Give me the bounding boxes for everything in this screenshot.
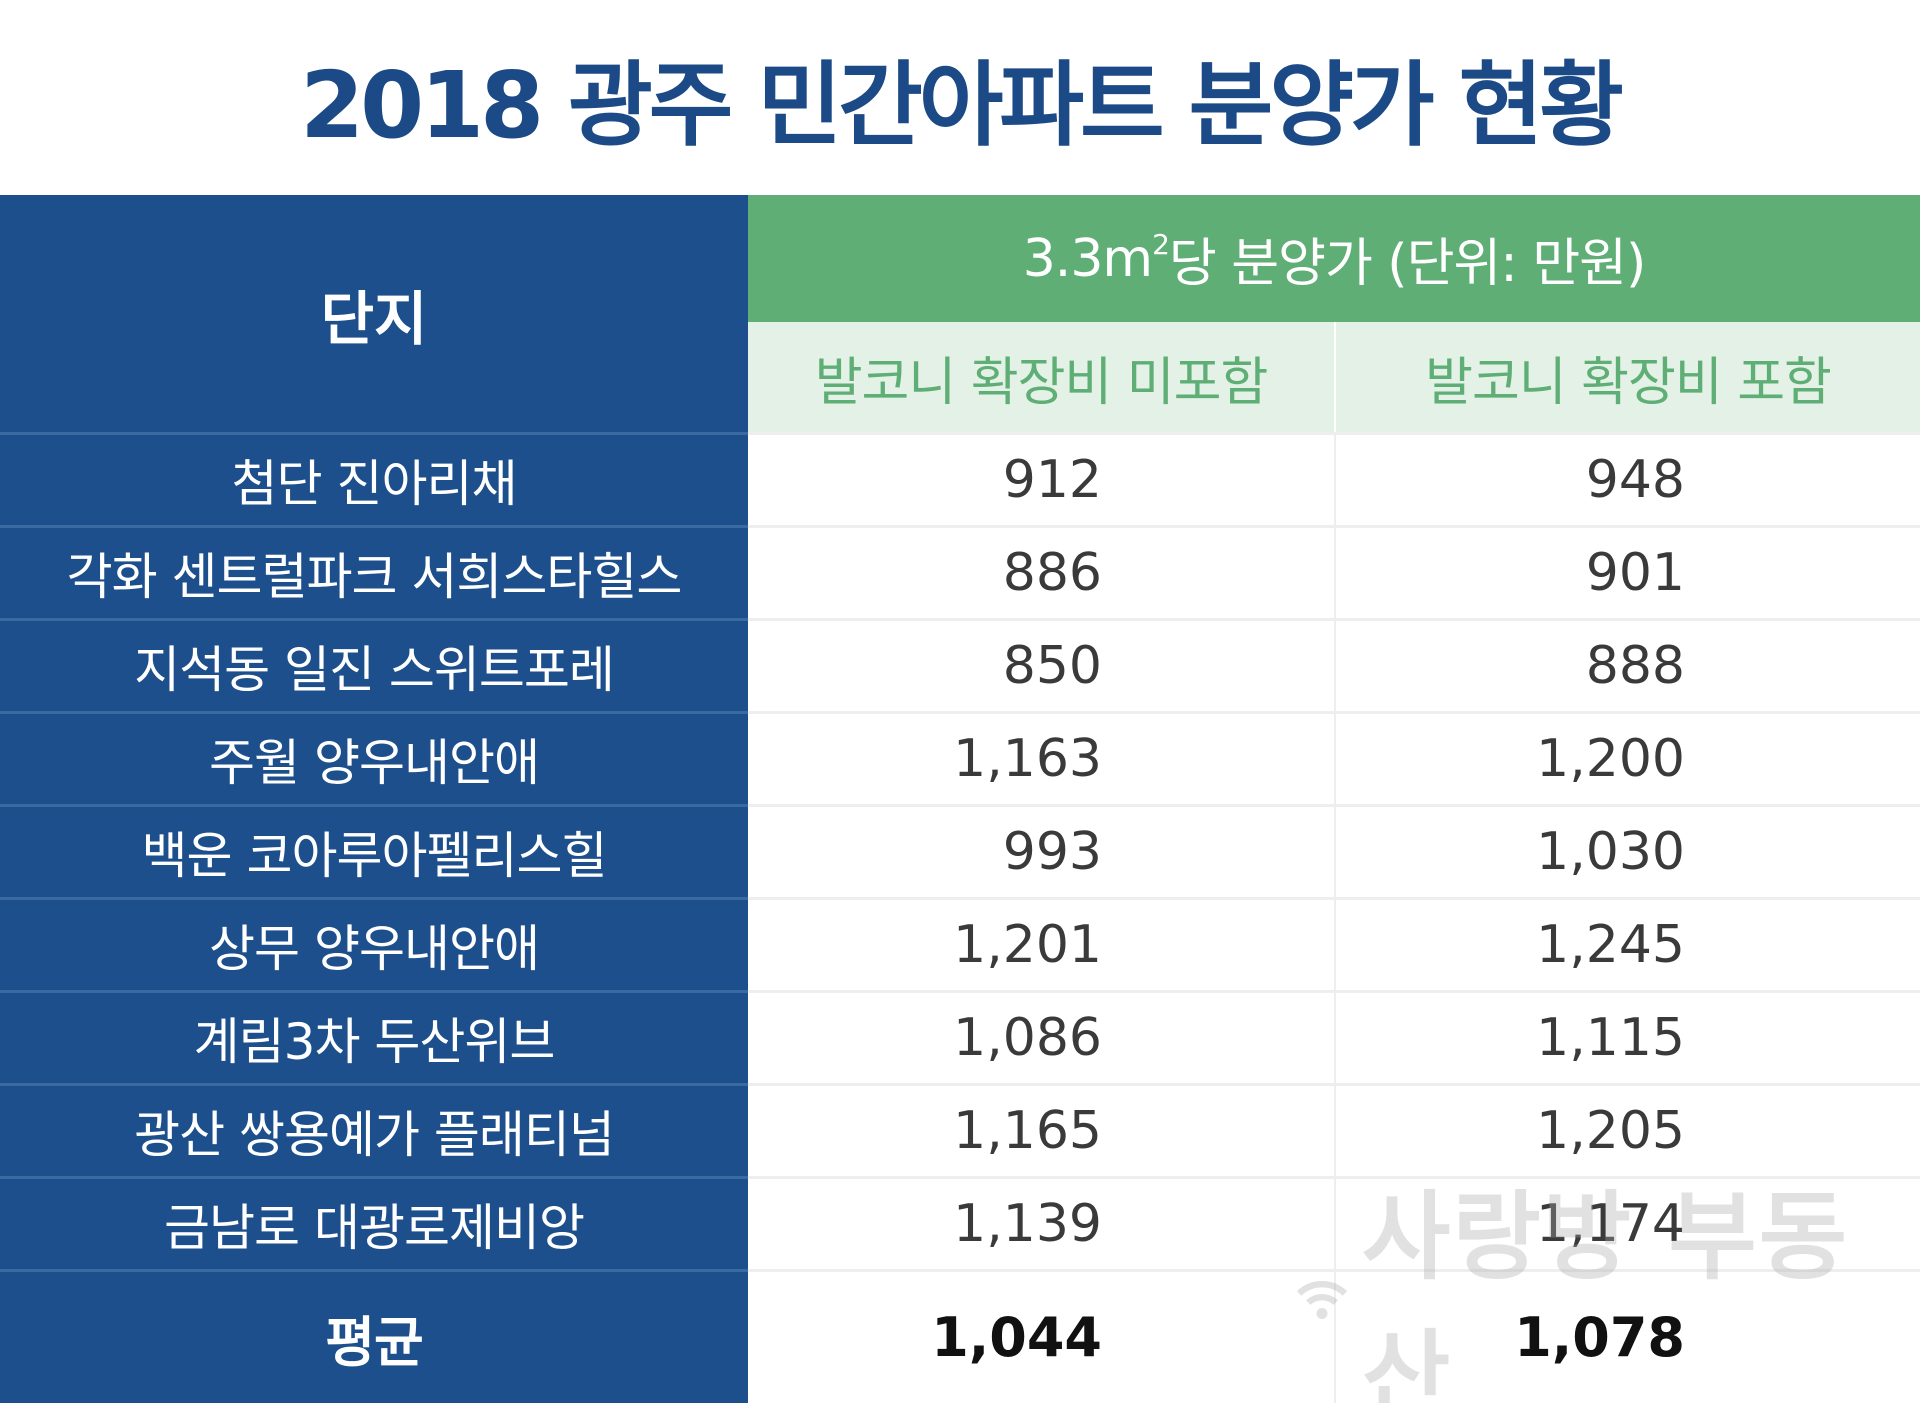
price-incl-cell: 948 <box>1334 432 1920 525</box>
price-incl-cell: 1,205 <box>1334 1083 1920 1176</box>
page-title: 2018 광주 민간아파트 분양가 현황 <box>300 52 1624 159</box>
price-excl-cell: 1,163 <box>748 711 1334 804</box>
complex-name-cell: 광산 쌍용예가 플래티넘 <box>0 1083 748 1176</box>
price-table: 단지 첨단 진아리채 각화 센트럴파크 서희스타힐스 지석동 일진 스위트포레 주월 … <box>0 195 1920 1403</box>
complex-header: 단지 <box>320 284 428 353</box>
complex-column: 단지 첨단 진아리채 각화 센트럴파크 서희스타힐스 지석동 일진 스위트포레 주월 … <box>0 195 748 1403</box>
price-excl-cell: 850 <box>748 618 1334 711</box>
price-incl-cell: 901 <box>1334 525 1920 618</box>
col-header-including-balcony: 발코니 확장비 포함 <box>1334 322 1920 432</box>
complex-name-cell: 상무 양우내안애 <box>0 897 748 990</box>
price-excl-cell: 912 <box>748 432 1334 525</box>
complex-name-cell: 계림3차 두산위브 <box>0 990 748 1083</box>
average-excl-cell: 1,044 <box>748 1269 1334 1403</box>
price-incl-cell: 1,030 <box>1334 804 1920 897</box>
price-incl-cell: 1,200 <box>1334 711 1920 804</box>
price-incl-cell: 1,174 <box>1334 1176 1920 1269</box>
complex-name-cell: 첨단 진아리채 <box>0 432 748 525</box>
complex-name-cell: 각화 센트럴파크 서희스타힐스 <box>0 525 748 618</box>
complex-name-cell: 주월 양우내안애 <box>0 711 748 804</box>
price-incl-cell: 888 <box>1334 618 1920 711</box>
complex-name-cell: 지석동 일진 스위트포레 <box>0 618 748 711</box>
group-header-sup: 2 <box>1152 228 1170 261</box>
group-header-prefix: 3.3m <box>1022 228 1153 289</box>
price-group-header: 3.3m 2 당 분양가 (단위: 만원) <box>748 195 1920 322</box>
price-excl-cell: 1,086 <box>748 990 1334 1083</box>
average-label-cell: 평균 <box>0 1269 748 1403</box>
price-excl-cell: 993 <box>748 804 1334 897</box>
complex-name-cell: 백운 코아루아펠리스힐 <box>0 804 748 897</box>
price-excl-cell: 1,139 <box>748 1176 1334 1269</box>
price-excl-cell: 1,165 <box>748 1083 1334 1176</box>
complex-name-cell: 금남로 대광로제비앙 <box>0 1176 748 1269</box>
price-excl-cell: 886 <box>748 525 1334 618</box>
price-excl-cell: 1,201 <box>748 897 1334 990</box>
average-incl-cell: 1,078 <box>1334 1269 1920 1403</box>
group-header-suffix: 당 분양가 (단위: 만원) <box>1168 234 1646 294</box>
price-incl-cell: 1,245 <box>1334 897 1920 990</box>
col-header-excluding-balcony: 발코니 확장비 미포함 <box>748 322 1334 432</box>
price-incl-cell: 1,115 <box>1334 990 1920 1083</box>
